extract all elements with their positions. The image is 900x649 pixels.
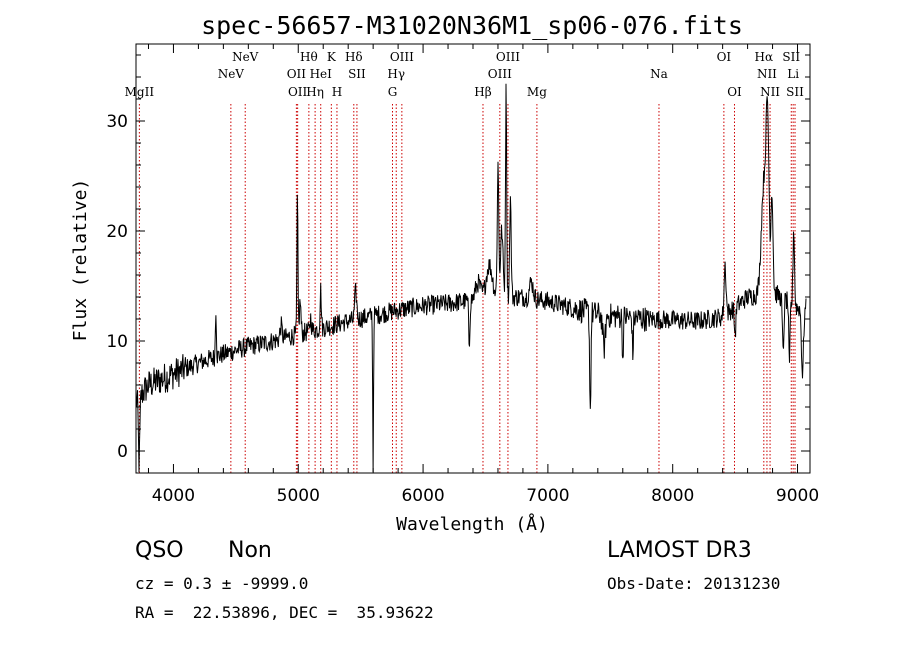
y-tick-label: 20 [106, 222, 128, 242]
survey-label: LAMOST DR3 [607, 538, 752, 563]
plot-frame [135, 43, 811, 474]
line-marker-label: OIII [390, 50, 414, 64]
line-marker-label: OII [287, 67, 307, 81]
spectrum-line [135, 83, 807, 473]
line-marker-label: NeV [232, 50, 259, 64]
line-marker-label: Na [650, 67, 668, 81]
y-tick-label: 0 [117, 442, 128, 462]
line-marker-label: NeV [218, 67, 245, 81]
y-axis-label: Flux (relative) [70, 179, 91, 342]
subclass-label: Non [228, 538, 272, 563]
x-tick-label: 4000 [152, 486, 195, 506]
x-tick-label: 8000 [651, 486, 694, 506]
class-label: QSO [135, 538, 184, 563]
x-axis-label: Wavelength (Å) [396, 513, 548, 535]
line-marker-label: Hη [306, 85, 324, 99]
line-marker-label: Hβ [474, 85, 491, 99]
line-marker-label: SII [348, 67, 366, 81]
x-tick-label: 9000 [776, 486, 819, 506]
spectrum-series [135, 83, 807, 473]
line-marker-label: HeI [310, 67, 333, 81]
line-marker-label: OI [727, 85, 742, 99]
line-marker-label: H [332, 85, 342, 99]
line-marker-label: OIII [496, 50, 520, 64]
line-marker-label: OI [717, 50, 732, 64]
line-marker-label: SII [782, 50, 800, 64]
redshift-line: cz = 0.3 ± -9999.0 [135, 574, 309, 593]
axis-ticks: 4000 5000 6000 7000 8000 9000 0 10 20 30 [106, 44, 819, 506]
line-marker-label: NII [757, 67, 777, 81]
y-tick-label: 30 [106, 112, 128, 132]
chart-title: spec-56657-M31020N36M1_sp06-076.fits [201, 11, 743, 40]
line-marker-label: NII [760, 85, 780, 99]
line-marker-label: MgII [125, 85, 155, 99]
line-marker-label: G [388, 85, 398, 99]
line-marker-label: Hα [755, 50, 774, 64]
y-tick-label: 10 [106, 332, 128, 352]
line-marker-label: Li [787, 67, 799, 81]
coords-line: RA = 22.53896, DEC = 35.93622 [135, 603, 434, 622]
line-marker-label: Hγ [387, 67, 405, 81]
line-markers: MgII NeV NeV OII OII Hθ Hη HeI K H Hδ SII G Hγ OIII Hβ O… [125, 50, 804, 473]
line-marker-label: OIII [488, 67, 512, 81]
line-marker-label: K [327, 50, 337, 64]
x-tick-label: 7000 [526, 486, 569, 506]
line-marker-label: SII [786, 85, 804, 99]
line-marker-label: Hθ [300, 50, 318, 64]
line-marker-label: Mg [527, 85, 547, 99]
obs-date-line: Obs-Date: 20131230 [607, 574, 781, 593]
x-tick-label: 5000 [277, 486, 320, 506]
line-marker-label: OII [288, 85, 308, 99]
x-tick-label: 6000 [401, 486, 444, 506]
line-marker-label: Hδ [345, 50, 363, 64]
